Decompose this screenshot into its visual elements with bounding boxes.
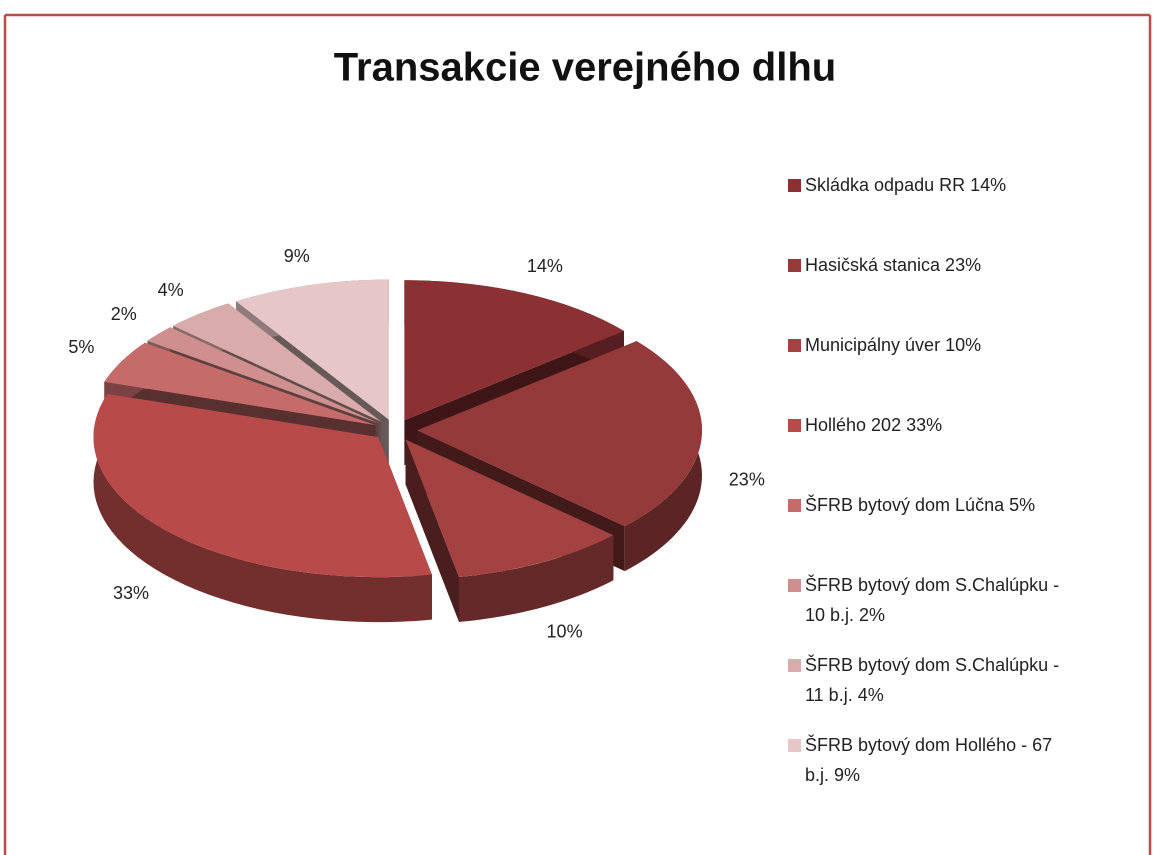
slice-top (416, 341, 702, 527)
legend-label: Hasičská stanica 23% (805, 255, 982, 275)
legend-label: Hollého 202 33% (805, 415, 943, 435)
legend-swatch (788, 659, 801, 672)
data-label: 33% (113, 583, 149, 603)
slice-top (404, 280, 624, 421)
slice-top (93, 393, 432, 578)
data-label: 2% (111, 304, 137, 324)
data-label: 23% (729, 469, 765, 489)
slice-top (173, 303, 381, 422)
legend-label: Skládka odpadu RR 14% (805, 175, 1007, 195)
legend-item: ŠFRB bytový dom Hollého - 67 b.j. 9% (788, 730, 1078, 790)
legend-label: ŠFRB bytový dom Lúčna 5% (805, 495, 1036, 515)
legend-item: Skládka odpadu RR 14% (788, 170, 1078, 200)
slice-wall (93, 393, 432, 623)
data-label: 4% (158, 280, 184, 300)
data-label: 5% (68, 337, 94, 357)
legend-item: ŠFRB bytový dom S.Chalúpku - 11 b.j. 4% (788, 650, 1078, 710)
slice-top (104, 342, 376, 426)
legend-item: ŠFRB bytový dom Lúčna 5% (788, 490, 1078, 520)
legend-item: Municipálny úver 10% (788, 330, 1078, 360)
legend-swatch (788, 739, 801, 752)
legend-label: Municipálny úver 10% (805, 335, 982, 355)
legend-swatch (788, 419, 801, 432)
legend-swatch (788, 499, 801, 512)
legend-swatch (788, 179, 801, 192)
legend-label: ŠFRB bytový dom Hollého - 67 b.j. 9% (805, 735, 1053, 785)
slice-top (236, 279, 389, 420)
legend-item: Hasičská stanica 23% (788, 250, 1078, 280)
slice (405, 439, 614, 622)
slice-wall (459, 535, 614, 622)
legend-swatch (788, 339, 801, 352)
data-label: 9% (284, 246, 310, 266)
legend-swatch (788, 579, 801, 592)
legend-label: ŠFRB bytový dom S.Chalúpku - 10 b.j. 2% (805, 575, 1060, 625)
legend-swatch (788, 259, 801, 272)
chart-title: Transakcie verejného dlhu (334, 46, 836, 90)
legend-label: ŠFRB bytový dom S.Chalúpku - 11 b.j. 4% (805, 655, 1060, 705)
slice (93, 393, 432, 623)
data-label: 10% (547, 621, 583, 641)
slice-top (405, 439, 614, 577)
slice-side (405, 439, 460, 622)
legend-item: ŠFRB bytový dom S.Chalúpku - 10 b.j. 2% (788, 570, 1078, 630)
slice-top (147, 327, 379, 424)
data-label: 14% (527, 256, 563, 276)
legend-item: Hollého 202 33% (788, 410, 1078, 440)
